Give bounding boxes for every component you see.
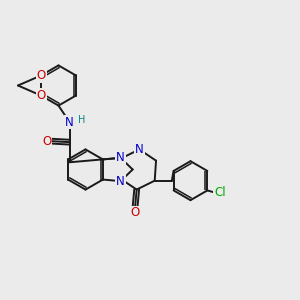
- Text: O: O: [130, 206, 140, 219]
- Text: O: O: [37, 69, 46, 82]
- Text: N: N: [135, 143, 144, 156]
- Text: N: N: [116, 175, 125, 188]
- Text: H: H: [77, 115, 85, 125]
- Text: N: N: [65, 116, 74, 129]
- Text: O: O: [42, 135, 52, 148]
- Text: N: N: [116, 151, 125, 164]
- Text: O: O: [37, 89, 46, 102]
- Text: Cl: Cl: [214, 186, 226, 199]
